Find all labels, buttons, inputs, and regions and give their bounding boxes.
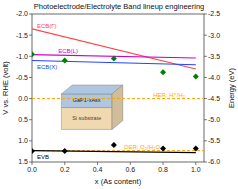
data-point xyxy=(193,74,199,80)
y2-tick-label: -4.5 xyxy=(208,95,220,102)
y2-axis-label: Energy (eV) xyxy=(227,67,236,108)
y2-tick-label: -3.5 xyxy=(208,53,220,60)
data-area xyxy=(32,29,204,154)
inset-side-face xyxy=(112,85,123,129)
reference-label: HER: H⁺/H₂ xyxy=(153,92,186,98)
x-tick xyxy=(32,162,33,165)
band-label: EVB xyxy=(37,154,49,160)
reference-label: OER: O₂/H₂O xyxy=(124,144,161,150)
reference-line xyxy=(32,98,204,99)
y2-tick xyxy=(204,119,207,120)
y-tick xyxy=(29,77,32,78)
data-point xyxy=(160,145,166,151)
chart: GaP1-xAsxSi substrate0.00.20.40.60.81.0-… xyxy=(0,0,238,189)
y-tick xyxy=(29,98,32,99)
y-tick xyxy=(29,140,32,141)
y2-tick xyxy=(204,140,207,141)
y-tick-label: 0.5 xyxy=(18,116,28,123)
y-tick-label: 1.5 xyxy=(18,158,28,165)
inset-substrate xyxy=(61,108,112,130)
y-tick xyxy=(29,35,32,36)
y2-tick xyxy=(204,77,207,78)
x-axis-label: x (As content) xyxy=(95,177,142,186)
data-point xyxy=(62,58,68,64)
data-point xyxy=(193,145,199,151)
series-labels: HER: H⁺/H₂ OER: O₂/H₂O ECB(Γ) ECB(L) ECB(X) E… xyxy=(37,23,186,160)
data-point xyxy=(111,55,117,61)
y2-tick xyxy=(204,14,207,15)
band-line xyxy=(32,29,196,69)
band-label: ECB(Γ) xyxy=(37,23,57,29)
y-tick xyxy=(29,14,32,15)
x-tick xyxy=(97,162,98,165)
x-tick-label: 0.6 xyxy=(125,166,135,173)
inset-layer xyxy=(61,94,112,108)
x-tick-label: 1.0 xyxy=(191,166,201,173)
y-tick xyxy=(29,56,32,57)
y2-tick xyxy=(204,35,207,36)
inset-side-shade xyxy=(112,85,123,129)
data-point xyxy=(111,142,117,148)
x-tick xyxy=(64,162,65,165)
x-tick xyxy=(195,162,196,165)
x-tick xyxy=(163,162,164,165)
inset-label: Si substrate xyxy=(72,115,101,121)
y-tick xyxy=(29,119,32,120)
y-axis-label: V vs. RHE (volt) xyxy=(1,61,10,115)
y2-tick-label: -4.0 xyxy=(208,74,220,81)
y2-tick-label: -6.0 xyxy=(208,158,220,165)
band-line xyxy=(32,151,196,153)
x-tick-label: 0.4 xyxy=(93,166,103,173)
y-tick-label: -1.0 xyxy=(16,53,28,60)
y2-tick-label: -2.5 xyxy=(208,10,220,17)
data-point xyxy=(160,69,166,75)
x-tick xyxy=(130,162,131,165)
axes: 0.0 0.2 0.4 0.6 0.8 1.0 -2.0 -1.5 -1.0 -0.5 0.0 0.5… xyxy=(16,10,220,173)
plot-frame xyxy=(32,14,204,162)
data-point xyxy=(62,148,68,154)
y2-tick-label: -3.0 xyxy=(208,32,220,39)
y2-tick xyxy=(204,56,207,57)
y2-tick xyxy=(204,98,207,99)
y-tick-label: -1.5 xyxy=(16,32,28,39)
data-point xyxy=(32,148,35,154)
x-tick-label: 0.8 xyxy=(158,166,168,173)
title: Photoelectrode/Electrolyte Band lineup e… xyxy=(34,2,205,11)
inset: GaP1-xAsx Si substrate xyxy=(61,85,122,129)
y2-tick-label: -5.5 xyxy=(208,137,220,144)
y-tick-label: 1.0 xyxy=(18,137,28,144)
inset-label: GaP1-xAsx xyxy=(73,97,101,103)
data-point xyxy=(32,51,35,57)
y2-tick xyxy=(204,162,207,163)
band-label: ECB(X) xyxy=(37,64,57,70)
band-label: ECB(L) xyxy=(58,48,78,54)
y-tick xyxy=(29,162,32,163)
y-tick-label: 0.0 xyxy=(18,95,28,102)
y2-tick-label: -5.0 xyxy=(208,116,220,123)
x-tick-label: 0.0 xyxy=(27,166,37,173)
y-tick-label: -2.0 xyxy=(16,10,28,17)
y-tick-label: -0.5 xyxy=(16,74,28,81)
x-tick-label: 0.2 xyxy=(60,166,70,173)
